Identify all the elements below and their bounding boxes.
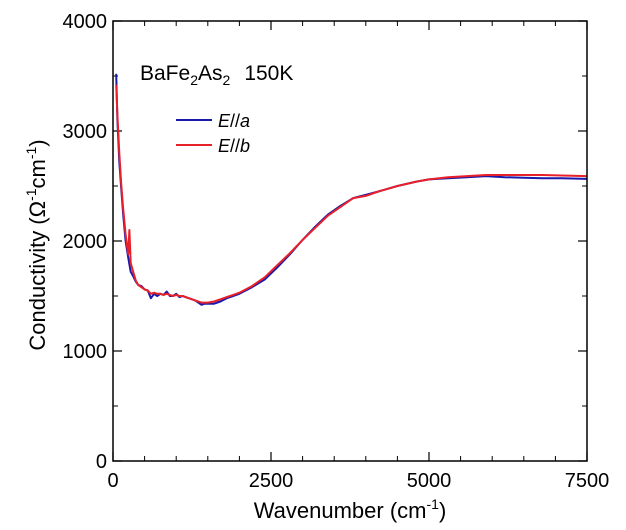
legend-b-axis: b [240, 136, 250, 156]
legend-a-slashes: // [230, 111, 240, 131]
legend-label-series-b: E//b [218, 136, 250, 156]
x-axis-label-text: Wavenumber (cm [254, 498, 427, 523]
x-tick-label: 7500 [565, 470, 610, 492]
major-ticks [112, 20, 588, 462]
minor-ticks [113, 21, 587, 461]
y-tick-label: 4000 [63, 11, 108, 33]
y-axis-label-close: ) [25, 139, 50, 146]
y-tick-label: 3000 [63, 121, 108, 143]
legend: E//a E//b [176, 111, 250, 156]
x-axis-label-close: ) [439, 498, 446, 523]
y-axis-label-sup2: -1 [23, 146, 39, 159]
x-axis-label-sup: -1 [427, 496, 440, 512]
legend-a-axis: a [240, 111, 250, 131]
series-layer [115, 73, 588, 306]
legend-a-italic: E [218, 111, 231, 131]
formula-subscript-2: 2 [223, 72, 231, 88]
y-axis-label-sup1: -1 [23, 188, 39, 201]
tick-labels: 0 2500 5000 7500 0 1000 2000 3000 4000 [63, 11, 610, 492]
x-tick-label: 0 [107, 470, 118, 492]
y-tick-label: 0 [96, 451, 107, 473]
temperature-label: 150K [244, 62, 293, 85]
formula-annotation: BaFe2As2 150K [140, 62, 293, 88]
x-tick-label: 2500 [249, 470, 294, 492]
y-axis-label: Conductivity (Ω-1cm-1) [23, 139, 50, 350]
formula-base: BaFe [140, 62, 190, 85]
y-axis-label-mid: cm [25, 159, 50, 188]
y-tick-label: 2000 [63, 231, 108, 253]
formula-subscript-1: 2 [190, 72, 198, 88]
x-tick-label: 5000 [407, 470, 452, 492]
y-axis-label-text: Conductivity (Ω [25, 201, 50, 351]
legend-label-series-a: E//a [218, 111, 250, 131]
y-tick-label: 1000 [63, 341, 108, 363]
x-axis-label: Wavenumber (cm-1) [254, 496, 447, 523]
series-line-e-parallel-a [115, 73, 588, 306]
legend-b-italic: E [218, 136, 231, 156]
plot-frame [112, 20, 588, 462]
series-line-e-parallel-b [115, 84, 588, 304]
formula-mid: As [198, 62, 223, 85]
legend-b-slashes: // [230, 136, 240, 156]
